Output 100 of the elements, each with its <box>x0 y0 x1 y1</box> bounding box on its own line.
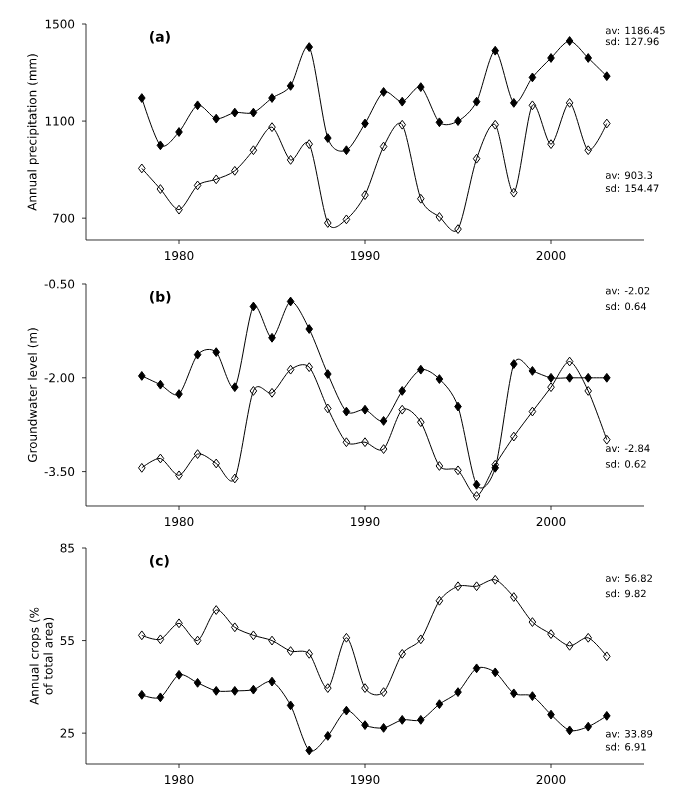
point <box>324 369 332 379</box>
point <box>547 709 555 720</box>
point <box>547 139 555 150</box>
point <box>231 165 239 176</box>
point <box>361 118 369 129</box>
point <box>528 72 537 83</box>
point <box>175 127 183 137</box>
point <box>528 691 537 702</box>
point <box>249 301 258 312</box>
point <box>565 725 574 736</box>
point <box>212 347 221 358</box>
point <box>342 437 351 448</box>
point <box>472 581 481 592</box>
point <box>491 574 500 585</box>
point <box>603 372 611 383</box>
point <box>231 622 239 633</box>
point <box>138 689 146 700</box>
point <box>603 71 611 82</box>
point <box>231 382 239 393</box>
point <box>510 431 518 442</box>
point <box>193 635 202 646</box>
point <box>379 687 388 697</box>
point <box>361 190 369 200</box>
point <box>175 669 183 680</box>
point <box>361 720 369 731</box>
point <box>584 145 593 156</box>
point <box>565 640 574 651</box>
point <box>510 592 518 602</box>
point <box>398 714 407 725</box>
point <box>324 731 332 741</box>
point <box>379 416 388 426</box>
point <box>156 634 165 645</box>
point <box>417 417 425 428</box>
point <box>286 155 295 165</box>
point <box>231 107 239 118</box>
point <box>286 80 295 91</box>
point <box>379 141 388 152</box>
point <box>156 184 165 194</box>
point <box>547 382 555 393</box>
point <box>584 372 593 383</box>
point <box>547 53 555 63</box>
point <box>286 700 295 711</box>
point <box>379 444 388 454</box>
point <box>361 437 369 448</box>
point <box>305 648 313 659</box>
point <box>454 116 462 126</box>
point <box>212 605 220 615</box>
point <box>342 145 351 156</box>
point <box>193 677 202 688</box>
point <box>212 685 220 696</box>
point <box>305 139 313 150</box>
point <box>212 458 221 469</box>
point <box>435 374 444 384</box>
point <box>305 42 313 52</box>
point <box>603 710 611 721</box>
point <box>417 193 425 204</box>
point <box>584 721 593 732</box>
point <box>472 96 481 107</box>
point <box>472 663 481 674</box>
point <box>138 93 146 103</box>
point <box>193 349 202 360</box>
point <box>379 723 388 733</box>
point <box>491 667 500 678</box>
point <box>528 617 537 627</box>
point <box>193 449 202 459</box>
point <box>417 714 425 725</box>
point <box>156 692 165 703</box>
point <box>398 96 407 107</box>
point <box>156 453 165 464</box>
point <box>268 332 276 343</box>
point <box>249 386 258 396</box>
point <box>528 406 537 417</box>
point <box>454 401 462 412</box>
point <box>156 379 165 390</box>
point <box>212 113 220 124</box>
point <box>324 133 332 143</box>
point <box>231 685 239 696</box>
point <box>584 53 593 63</box>
point <box>472 153 481 164</box>
point <box>175 618 183 629</box>
point <box>138 371 146 381</box>
point <box>156 140 165 151</box>
point <box>379 87 388 97</box>
point <box>324 683 332 693</box>
point <box>435 461 444 471</box>
point <box>584 386 593 396</box>
point <box>361 683 369 693</box>
point <box>510 359 518 369</box>
point <box>565 356 574 367</box>
point <box>435 117 444 128</box>
point <box>342 632 351 643</box>
point <box>510 688 518 699</box>
point <box>249 107 258 118</box>
point <box>584 632 593 643</box>
point <box>286 296 295 307</box>
point <box>268 122 276 133</box>
point <box>454 687 462 697</box>
point <box>175 389 183 399</box>
point <box>268 635 276 646</box>
point <box>454 581 462 592</box>
